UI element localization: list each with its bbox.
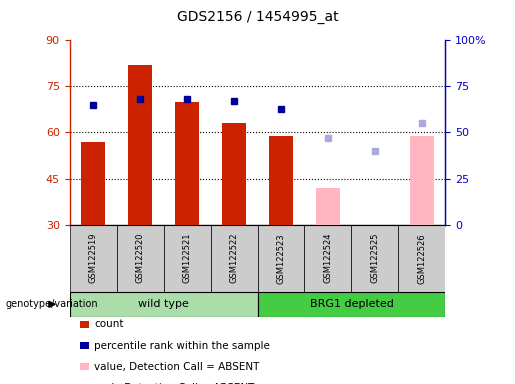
Bar <box>399 225 445 292</box>
Text: count: count <box>94 319 124 329</box>
Bar <box>128 65 152 225</box>
Text: GSM122526: GSM122526 <box>418 233 426 283</box>
Bar <box>116 225 164 292</box>
Bar <box>222 123 246 225</box>
Bar <box>81 142 105 225</box>
Text: genotype/variation: genotype/variation <box>5 299 98 310</box>
Text: BRG1 depleted: BRG1 depleted <box>310 299 393 310</box>
Text: GSM122523: GSM122523 <box>277 233 285 283</box>
Text: GSM122525: GSM122525 <box>370 233 380 283</box>
Text: value, Detection Call = ABSENT: value, Detection Call = ABSENT <box>94 362 260 372</box>
Bar <box>352 225 399 292</box>
Text: GDS2156 / 1454995_at: GDS2156 / 1454995_at <box>177 10 338 23</box>
Text: GSM122519: GSM122519 <box>89 233 97 283</box>
Text: GSM122521: GSM122521 <box>182 233 192 283</box>
Bar <box>164 225 211 292</box>
Bar <box>175 102 199 225</box>
Text: GSM122520: GSM122520 <box>135 233 145 283</box>
Bar <box>70 225 116 292</box>
Bar <box>258 292 445 317</box>
Text: rank, Detection Call = ABSENT: rank, Detection Call = ABSENT <box>94 383 254 384</box>
Bar <box>269 136 293 225</box>
Bar <box>70 292 258 317</box>
Bar <box>410 136 434 225</box>
Bar <box>258 225 304 292</box>
Text: wild type: wild type <box>138 299 189 310</box>
Text: GSM122522: GSM122522 <box>230 233 238 283</box>
Bar <box>304 225 352 292</box>
Bar <box>316 188 340 225</box>
Bar <box>211 225 258 292</box>
Text: GSM122524: GSM122524 <box>323 233 333 283</box>
Text: percentile rank within the sample: percentile rank within the sample <box>94 341 270 351</box>
